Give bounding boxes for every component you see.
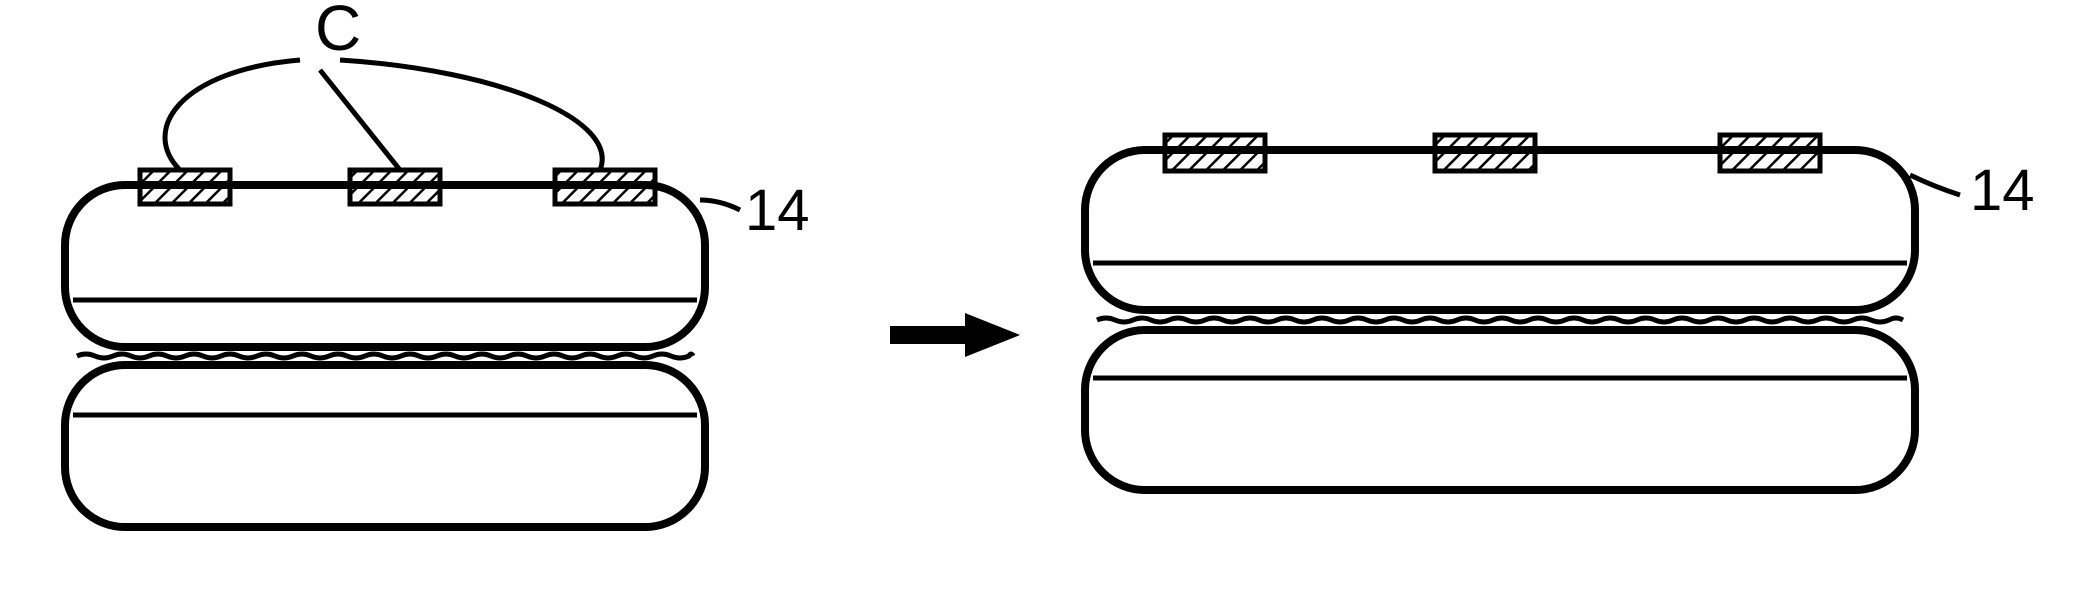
diagram-svg: C 14 14 <box>0 0 2073 590</box>
technical-diagram: C 14 14 <box>0 0 2073 590</box>
label-14-left: 14 <box>745 178 810 243</box>
label-c: C <box>315 0 361 64</box>
label-14-right: 14 <box>1970 158 2035 223</box>
